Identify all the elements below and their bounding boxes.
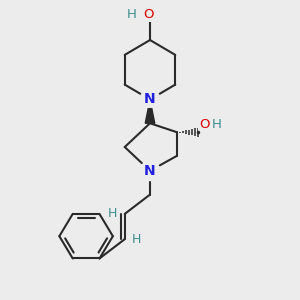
- Text: H: H: [132, 233, 142, 246]
- Text: O: O: [143, 8, 154, 21]
- Text: H: H: [212, 118, 222, 131]
- Text: H: H: [127, 8, 136, 21]
- Text: N: N: [144, 92, 156, 106]
- Polygon shape: [145, 100, 155, 123]
- Text: H: H: [108, 207, 117, 220]
- Text: N: N: [144, 164, 156, 178]
- Text: O: O: [199, 118, 209, 131]
